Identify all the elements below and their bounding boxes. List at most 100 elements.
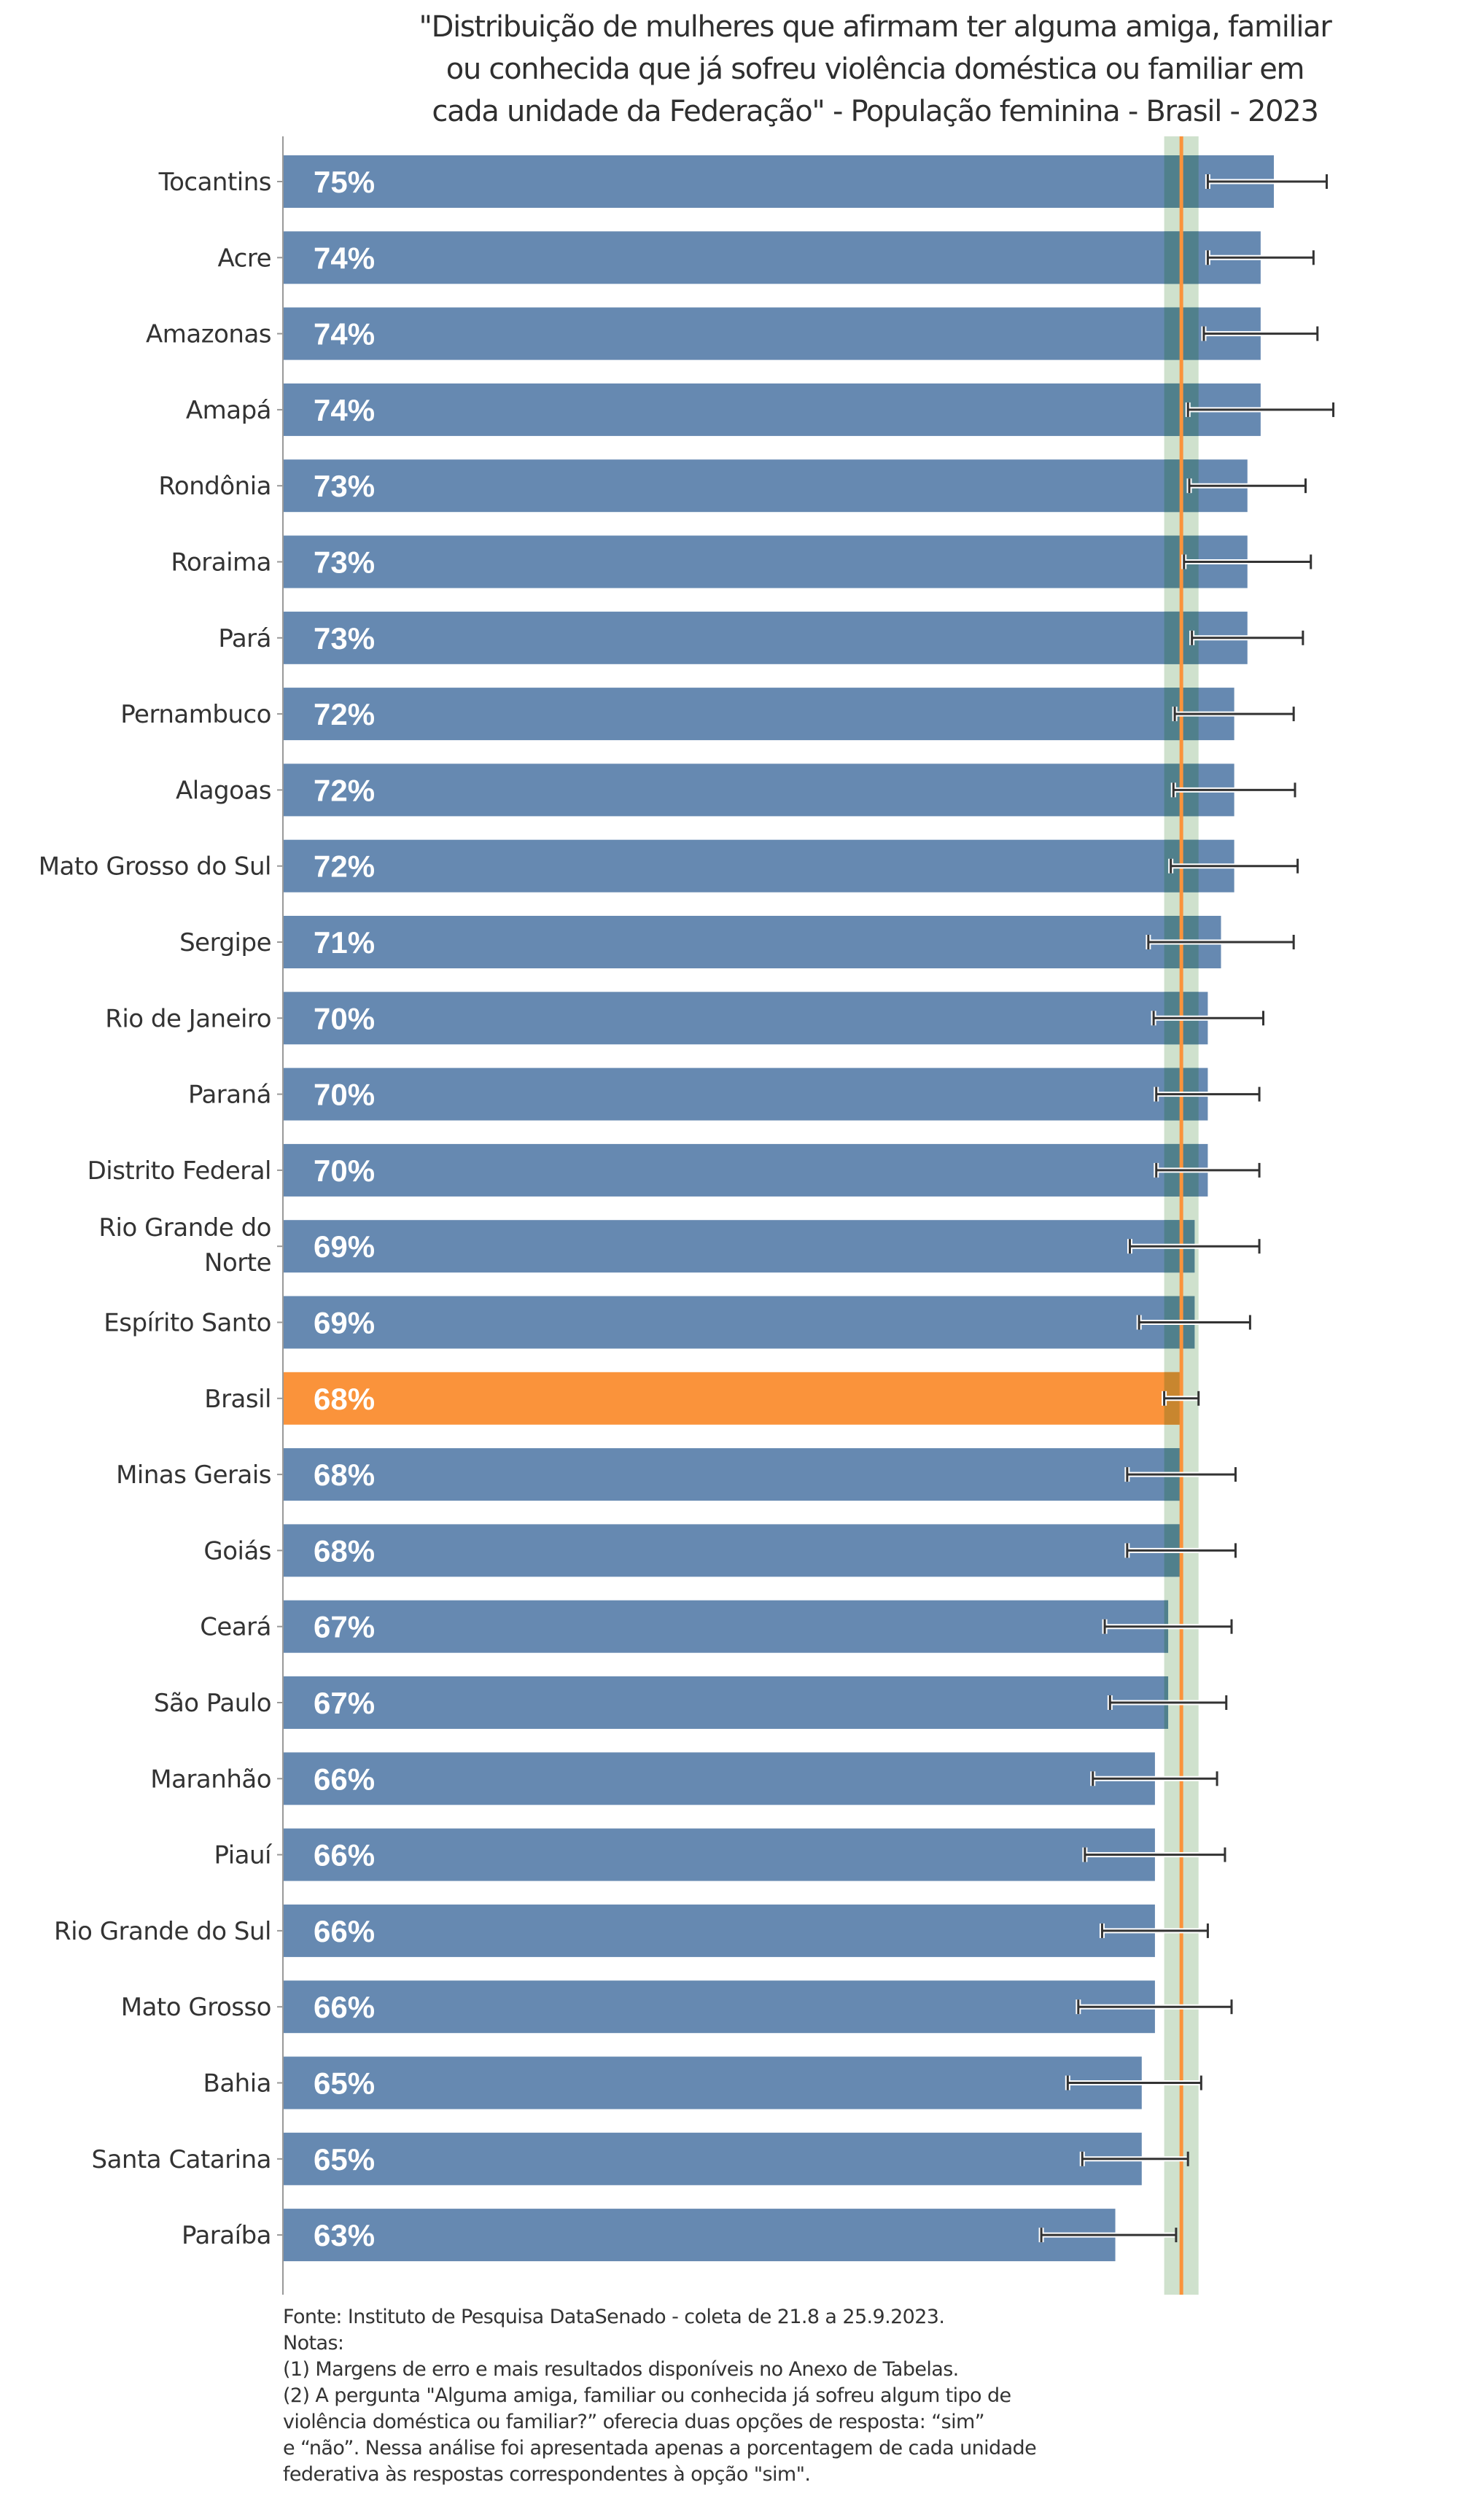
value-label: 67% — [314, 1686, 375, 1720]
bars-layer — [283, 155, 1274, 2262]
labels-layer: Tocantins 75% Acre 74% Amazonas 74% Amapá 74% Ro… — [39, 165, 375, 2252]
category-label: Tocantins — [158, 168, 271, 197]
error-bar — [1136, 1315, 1251, 1330]
value-label: 73% — [314, 545, 375, 580]
bar-ceará — [283, 1600, 1169, 1653]
error-bars-layer — [1038, 174, 1335, 2243]
error-bar — [1154, 1086, 1261, 1102]
error-bar — [1162, 1391, 1200, 1406]
category-label: Brasil — [204, 1385, 271, 1414]
bar-paraíba — [283, 2209, 1116, 2262]
value-label: 70% — [314, 1001, 375, 1035]
bar-piauí — [283, 1828, 1155, 1881]
bar-pernambuco — [283, 688, 1234, 741]
note-2-line: violência doméstica ou familiar?” oferec… — [283, 2411, 985, 2433]
category-label: Paraná — [188, 1081, 271, 1110]
value-label: 65% — [314, 2066, 375, 2101]
chart-title-line: "Distribuição de mulheres que afirmam te… — [419, 10, 1331, 44]
bar-mato-grosso — [283, 1980, 1155, 2034]
category-label: Sergipe — [179, 928, 271, 957]
bar-minas-gerais — [283, 1448, 1182, 1501]
category-label: Amapá — [186, 396, 271, 425]
category-label: Santa Catarina — [92, 2145, 272, 2174]
bar-roraima — [283, 535, 1248, 588]
axis-layer — [277, 136, 284, 2295]
category-label: Espírito Santo — [104, 1309, 271, 1338]
bar-santa-catarina — [283, 2132, 1142, 2185]
error-bar — [1154, 1162, 1261, 1178]
value-label: 69% — [314, 1229, 375, 1264]
error-bar — [1127, 1239, 1261, 1254]
error-bar — [1151, 1011, 1265, 1026]
error-bar — [1168, 858, 1299, 874]
value-label: 73% — [314, 469, 375, 503]
category-label: Mato Grosso — [121, 1993, 271, 2022]
category-label: Maranhão — [150, 1765, 271, 1794]
error-bar — [1201, 326, 1319, 341]
value-label: 74% — [314, 317, 375, 351]
error-bar — [1181, 554, 1312, 569]
bar-brasil — [283, 1372, 1182, 1425]
error-bar — [1107, 1695, 1228, 1710]
value-label: 63% — [314, 2218, 375, 2252]
category-label: Minas Gerais — [116, 1461, 271, 1490]
error-bar — [1185, 402, 1335, 417]
bar-amapá — [283, 383, 1261, 436]
value-label: 70% — [314, 1078, 375, 1112]
bar-rio-grande-do-sul — [283, 1904, 1155, 1957]
category-label: Pará — [218, 624, 271, 653]
error-bar — [1186, 478, 1307, 494]
chart-title-line: ou conhecida que já sofreu violência dom… — [446, 52, 1305, 86]
error-bar — [1076, 1999, 1233, 2015]
note-1: (1) Margens de erro e mais resultados di… — [283, 2358, 959, 2381]
category-label: Rio Grande do — [98, 1213, 271, 1242]
category-label: Paraíba — [182, 2221, 271, 2250]
value-label: 66% — [314, 1914, 375, 1948]
category-label: Rio Grande do Sul — [54, 1917, 271, 1946]
chart-footer: Fonte: Instituto de Pesquisa DataSenado … — [283, 2304, 1158, 2488]
value-label: 74% — [314, 241, 375, 275]
category-label: Norte — [204, 1248, 271, 1278]
category-label: Ceará — [200, 1613, 271, 1642]
value-label: 69% — [314, 1306, 375, 1340]
value-label: 70% — [314, 1154, 375, 1188]
category-label: Piauí — [214, 1841, 273, 1870]
error-bar — [1065, 2075, 1202, 2091]
bar-maranhão — [283, 1752, 1155, 1805]
error-bar — [1146, 935, 1295, 949]
category-label: Rondônia — [158, 472, 271, 501]
category-label: Bahia — [203, 2069, 272, 2099]
error-bar — [1079, 2151, 1189, 2166]
bar-alagoas — [283, 763, 1234, 817]
value-label: 68% — [314, 1458, 375, 1492]
category-label: Amazonas — [146, 320, 271, 349]
value-label: 66% — [314, 1838, 375, 1872]
value-label: 66% — [314, 1762, 375, 1796]
error-bar — [1102, 1619, 1233, 1634]
bar-mato-grosso-do-sul — [283, 839, 1234, 892]
bar-chart: Tocantins 75% Acre 74% Amazonas 74% Amapá 74% Ro… — [39, 136, 1335, 2295]
error-bar — [1124, 1467, 1237, 1482]
value-label: 75% — [314, 165, 375, 199]
error-bar — [1038, 2228, 1178, 2243]
chart-title: "Distribuição de mulheres que afirmam te… — [306, 6, 1444, 133]
bar-goiás — [283, 1524, 1182, 1577]
error-bar — [1172, 707, 1295, 722]
value-label: 72% — [314, 849, 375, 884]
category-label: Mato Grosso do Sul — [39, 852, 271, 882]
category-label: Roraima — [171, 548, 271, 578]
bar-distrito-federal — [283, 1143, 1208, 1197]
bar-rio-de-janeiro — [283, 992, 1208, 1045]
category-label: São Paulo — [154, 1689, 271, 1718]
bar-acre — [283, 231, 1261, 284]
bar-sergipe — [283, 916, 1221, 968]
notes-title: Notas: — [283, 2332, 344, 2354]
value-label: 68% — [314, 1533, 375, 1568]
value-label: 73% — [314, 621, 375, 656]
source-note: Fonte: Instituto de Pesquisa DataSenado … — [283, 2306, 945, 2328]
error-bar — [1205, 174, 1328, 189]
category-label: Alagoas — [176, 776, 271, 805]
error-bar — [1099, 1923, 1209, 1938]
error-bar — [1189, 630, 1304, 645]
error-bar — [1082, 1847, 1226, 1862]
